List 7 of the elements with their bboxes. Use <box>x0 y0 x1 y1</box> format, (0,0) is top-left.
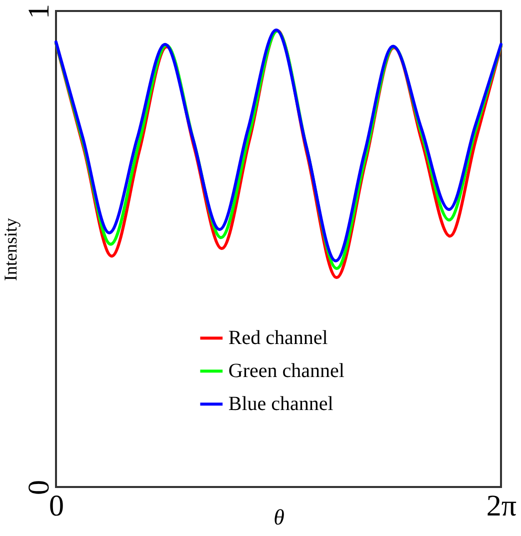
y-axis-title: Intensity <box>0 218 20 281</box>
legend-label: Blue channel <box>228 393 334 416</box>
x-axis-title: θ <box>274 504 285 530</box>
x-tick-label: 2π <box>486 490 517 522</box>
legend-label: Red channel <box>228 327 328 350</box>
y-tick-label: 1 <box>22 4 56 19</box>
legend-label: Green channel <box>228 360 345 382</box>
